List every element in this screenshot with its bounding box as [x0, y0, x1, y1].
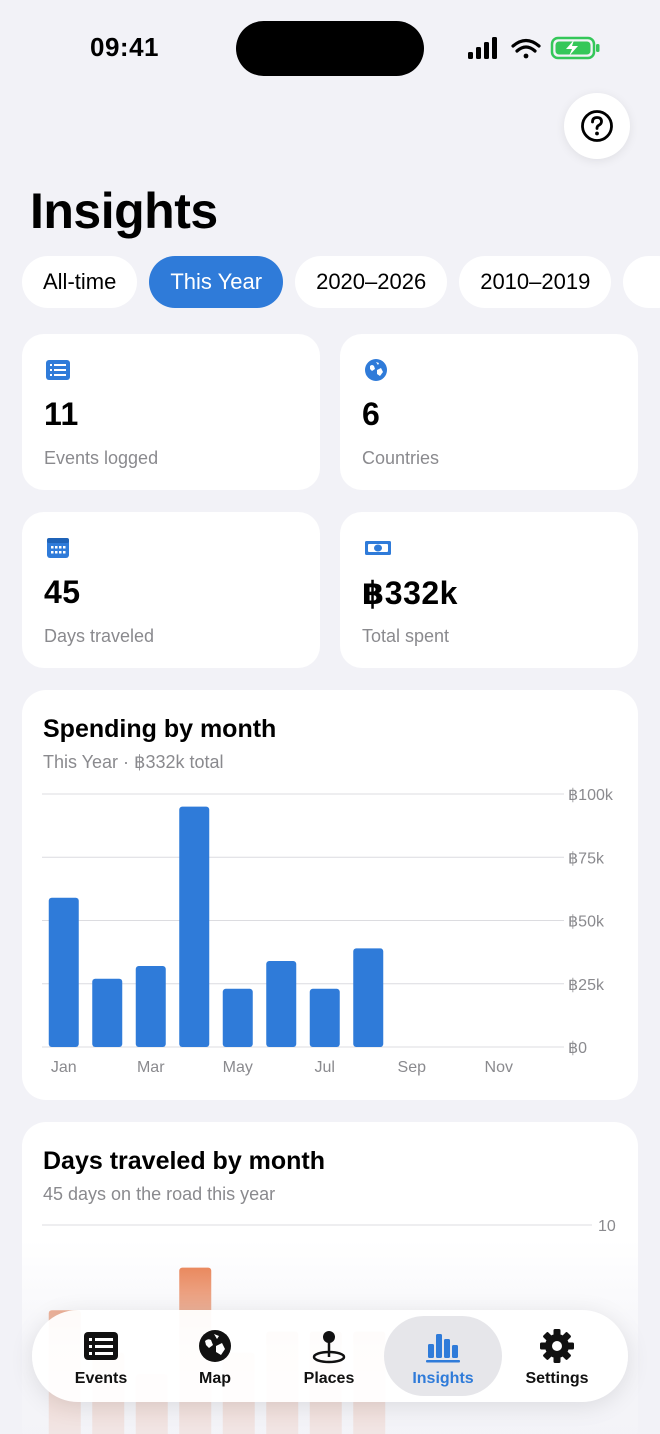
events-logged-value: 11 — [44, 396, 79, 432]
filter-chip-this-year[interactable]: This Year — [149, 256, 284, 308]
spending-bar — [179, 806, 210, 1047]
tab-events[interactable]: Events — [42, 1316, 160, 1396]
tab-insights[interactable]: Insights — [384, 1316, 502, 1396]
tab-places[interactable]: Places — [270, 1316, 388, 1396]
days-chart-title: Days traveled by month — [43, 1147, 326, 1175]
spending-chart: ฿100k ฿75k ฿50k ฿25k ฿0 Jan Mar May Jul Sep Nov — [42, 787, 614, 1076]
y-tick-label: ฿0 — [568, 1040, 587, 1057]
y-tick-label: ฿100k — [568, 787, 614, 804]
globe-icon — [199, 1330, 231, 1362]
wifi-icon — [511, 38, 541, 59]
total-spent-label: Total spent — [362, 626, 450, 646]
spending-bar — [222, 988, 253, 1047]
spending-bar — [92, 978, 123, 1047]
bar-chart-icon — [426, 1334, 460, 1363]
y-tick-label: ฿25k — [568, 977, 605, 994]
cellular-signal-icon — [468, 37, 497, 59]
spending-bar — [353, 948, 384, 1047]
y-tick-label: 10 — [598, 1218, 616, 1235]
tab-settings-label: Settings — [525, 1370, 589, 1387]
tab-bar: Events Map Places Insights — [32, 1310, 628, 1402]
page-title: Insights — [30, 183, 218, 239]
y-tick-label: ฿50k — [568, 914, 605, 931]
x-tick-label: Jan — [51, 1059, 77, 1076]
filter-chip-more[interactable] — [623, 256, 660, 308]
x-tick-label: Jul — [315, 1059, 335, 1076]
countries-value: 6 — [362, 396, 381, 432]
spending-bar — [135, 966, 166, 1047]
list-icon — [84, 1332, 118, 1360]
battery-icon — [550, 36, 600, 60]
spending-bar — [266, 960, 297, 1047]
status-icons — [468, 36, 600, 60]
dynamic-island — [236, 21, 424, 76]
filter-chip-2020-2026[interactable]: 2020–2026 — [295, 256, 448, 308]
y-tick-label: ฿75k — [568, 850, 605, 867]
status-time: 09:41 — [90, 32, 159, 62]
time-filter-chips: All-time This Year 2020–2026 2010–2019 — [22, 256, 660, 308]
tab-settings[interactable]: Settings — [498, 1316, 616, 1396]
countries-label: Countries — [362, 448, 440, 468]
list-icon — [46, 360, 70, 380]
tab-events-label: Events — [74, 1370, 128, 1387]
globe-icon — [365, 359, 387, 381]
spending-bar — [48, 897, 79, 1047]
spending-chart-title: Spending by month — [43, 715, 277, 743]
spending-chart-subtitle: This Year · ฿332k total — [43, 752, 224, 772]
days-traveled-label: Days traveled — [44, 626, 155, 646]
filter-chip-2010-2019[interactable]: 2010–2019 — [459, 256, 612, 308]
stat-card-spent: ฿332k Total spent — [340, 512, 638, 668]
tab-map[interactable]: Map — [156, 1316, 274, 1396]
tab-insights-label: Insights — [412, 1370, 474, 1387]
question-mark-icon — [581, 110, 613, 142]
calendar-icon — [47, 538, 69, 558]
stat-card-countries: 6 Countries — [340, 334, 638, 490]
x-tick-label: Sep — [398, 1059, 427, 1076]
x-tick-label: May — [223, 1059, 253, 1076]
x-tick-label: Nov — [485, 1059, 513, 1076]
map-pin-icon — [312, 1331, 346, 1364]
days-chart-subtitle: 45 days on the road this year — [43, 1184, 276, 1204]
spending-chart-card: Spending by month This Year · ฿332k tota… — [22, 690, 638, 1100]
tab-places-label: Places — [303, 1370, 355, 1387]
status-bar: 09:41 — [0, 0, 660, 96]
total-spent-value: ฿332k — [362, 575, 458, 611]
filter-chip-all-time[interactable]: All-time — [22, 256, 138, 308]
stat-card-events: 11 Events logged — [22, 334, 320, 490]
days-traveled-value: 45 — [44, 574, 81, 610]
tab-map-label: Map — [199, 1370, 231, 1387]
banknote-icon — [365, 541, 391, 555]
x-tick-label: Mar — [137, 1059, 165, 1076]
stat-card-days: 45 Days traveled — [22, 512, 320, 668]
spending-bar — [309, 988, 340, 1047]
gear-icon — [540, 1329, 574, 1363]
help-button[interactable] — [564, 93, 630, 159]
events-logged-label: Events logged — [44, 448, 159, 468]
